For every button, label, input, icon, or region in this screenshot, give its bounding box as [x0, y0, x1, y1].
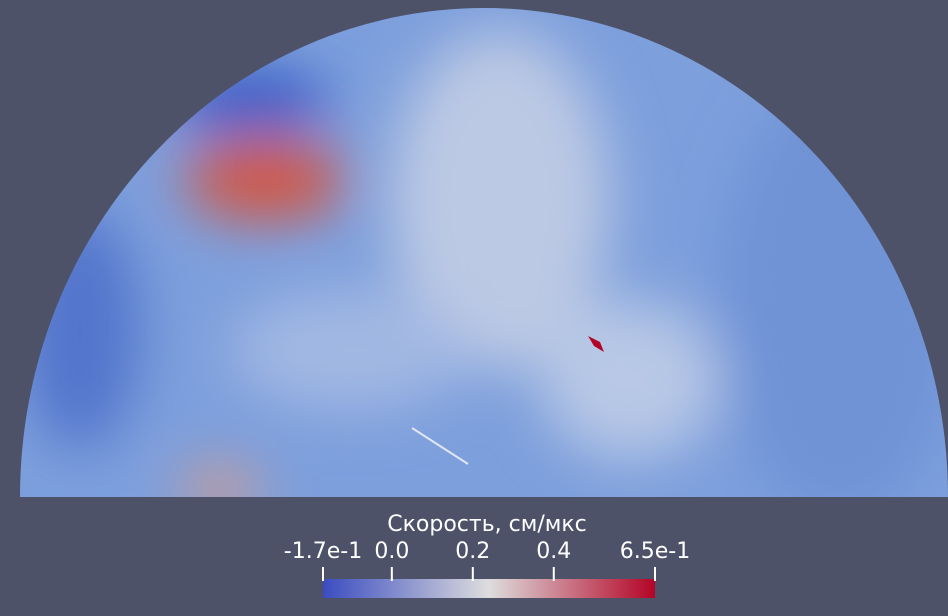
- tick-label: 0.0: [374, 539, 409, 564]
- tick-label: -1.7e-1: [284, 539, 362, 564]
- colorbar-ticks: -1.7e-1 0.0 0.2 0.4 6.5e-1: [284, 539, 690, 581]
- tick-label: 6.5e-1: [620, 539, 690, 564]
- tick-label: 0.2: [455, 539, 490, 564]
- tick-label: 0.4: [536, 539, 571, 564]
- colorbar-title: Скорость, см/мкс: [387, 512, 586, 537]
- colorbar: [323, 579, 655, 598]
